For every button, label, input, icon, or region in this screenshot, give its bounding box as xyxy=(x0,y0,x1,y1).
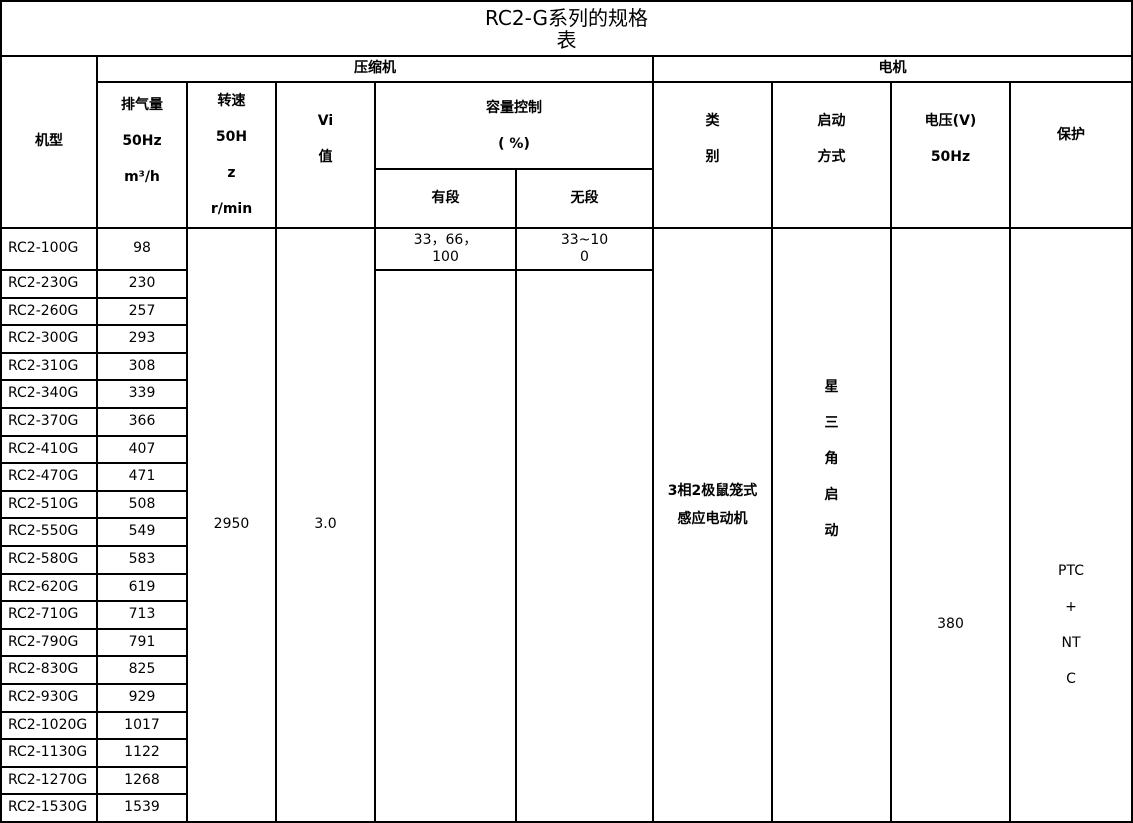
voltage-cell: 380 xyxy=(890,227,1011,823)
displacement-cell: 366 xyxy=(96,406,188,437)
table-row: RC2-580G 583 xyxy=(0,544,1132,575)
displacement-cell: 1122 xyxy=(96,738,188,768)
model-cell: RC2-1130G xyxy=(0,738,98,768)
stepped-cell: 33，66， 100 xyxy=(374,227,517,271)
table-row: RC2-620G 619 xyxy=(0,572,1132,603)
header-speed: 转速 50H z r/min xyxy=(186,81,277,229)
stepless-cell: 33~10 0 xyxy=(515,227,654,271)
model-cell: RC2-1270G xyxy=(0,765,98,796)
table-row: RC2-550G 549 xyxy=(0,517,1132,547)
displacement-cell: 929 xyxy=(96,682,188,713)
header-motor: 电机 xyxy=(651,55,1133,83)
header-model: 机型 xyxy=(0,55,98,229)
header-stepped: 有段 xyxy=(374,168,517,229)
displacement-cell: 98 xyxy=(96,227,188,271)
displacement-cell: 508 xyxy=(96,489,188,520)
model-cell: RC2-510G xyxy=(0,489,98,520)
table-row: RC2-410G 407 xyxy=(0,434,1132,465)
model-cell: RC2-340G xyxy=(0,379,98,409)
header-protection: 保护 xyxy=(1008,81,1133,229)
model-cell: RC2-370G xyxy=(0,406,98,437)
model-cell: RC2-230G xyxy=(0,269,98,299)
table-title: RC2-G系列的规格 表 xyxy=(0,0,1133,57)
table-row: RC2-510G 508 xyxy=(0,489,1132,520)
table-row: RC2-340G 339 xyxy=(0,379,1132,409)
header-displacement: 排气量 50Hz m³/h xyxy=(96,81,188,229)
displacement-cell: 257 xyxy=(96,296,188,327)
header-capacity-control: 容量控制 ( %) xyxy=(374,80,654,171)
model-cell: RC2-1020G xyxy=(0,710,98,741)
table-row: RC2-830G 825 xyxy=(0,655,1132,685)
displacement-cell: 583 xyxy=(96,544,188,575)
header-motor-type: 类 别 xyxy=(652,81,773,229)
displacement-cell: 407 xyxy=(96,434,188,465)
displacement-cell: 230 xyxy=(96,269,188,299)
header-compressor: 压缩机 xyxy=(96,55,654,83)
table-row: RC2-470G 471 xyxy=(0,462,1132,492)
displacement-cell: 1017 xyxy=(96,710,188,741)
displacement-cell: 825 xyxy=(96,655,188,685)
displacement-cell: 549 xyxy=(96,517,188,547)
model-cell: RC2-620G xyxy=(0,572,98,603)
displacement-cell: 713 xyxy=(96,600,188,630)
model-cell: RC2-550G xyxy=(0,517,98,547)
displacement-cell: 339 xyxy=(96,379,188,409)
start-method-cell: 星 三 角 启 动 xyxy=(771,227,892,823)
motor-type-cell: 3相2极鼠笼式 感应电动机 xyxy=(652,227,773,823)
table-row: RC2-1270G 1268 xyxy=(0,765,1132,796)
stepless-empty-cell xyxy=(515,269,654,823)
table-row: RC2-1130G 1122 xyxy=(0,738,1132,768)
table-row: RC2-260G 257 xyxy=(0,296,1132,327)
vi-cell: 3.0 xyxy=(275,227,376,823)
model-cell: RC2-580G xyxy=(0,544,98,575)
table-row: RC2-310G 308 xyxy=(0,351,1132,382)
model-cell: RC2-310G xyxy=(0,351,98,382)
displacement-cell: 619 xyxy=(96,572,188,603)
stepped-empty-cell xyxy=(374,269,517,823)
model-cell: RC2-710G xyxy=(0,600,98,630)
table-row: RC2-1020G 1017 xyxy=(0,710,1132,741)
model-cell: RC2-410G xyxy=(0,434,98,465)
table-row: RC2-230G 230 xyxy=(0,269,1132,823)
header-vi: Vi 值 xyxy=(275,81,376,229)
header-stepless: 无段 xyxy=(515,168,654,229)
displacement-cell: 471 xyxy=(96,462,188,492)
speed-cell: 2950 xyxy=(186,227,277,823)
table-row: RC2-930G 929 xyxy=(0,682,1132,713)
model-cell: RC2-790G xyxy=(0,627,98,658)
model-cell: RC2-260G xyxy=(0,296,98,327)
table-row: RC2-710G 713 xyxy=(0,600,1132,630)
displacement-cell: 308 xyxy=(96,351,188,382)
model-cell: RC2-830G xyxy=(0,655,98,685)
table-row: RC2-100G 98 2950 3.0 33，66， 100 33~10 0 3相2极鼠笼… xyxy=(0,227,1133,823)
table-row: RC2-300G 293 xyxy=(0,324,1132,354)
model-cell: RC2-300G xyxy=(0,324,98,354)
displacement-cell: 1268 xyxy=(96,765,188,796)
protection-cell: PTC + NT C xyxy=(1008,227,1133,823)
model-cell: RC2-470G xyxy=(0,462,98,492)
model-cell: RC2-100G xyxy=(0,227,98,271)
table-row: RC2-370G 366 xyxy=(0,406,1132,437)
displacement-cell: 293 xyxy=(96,324,188,354)
model-cell: RC2-930G xyxy=(0,682,98,713)
table-row: RC2-790G 791 xyxy=(0,627,1132,658)
header-start-method: 启动 方式 xyxy=(771,81,892,229)
displacement-cell: 791 xyxy=(96,627,188,658)
header-voltage: 电压(V) 50Hz xyxy=(890,81,1011,229)
